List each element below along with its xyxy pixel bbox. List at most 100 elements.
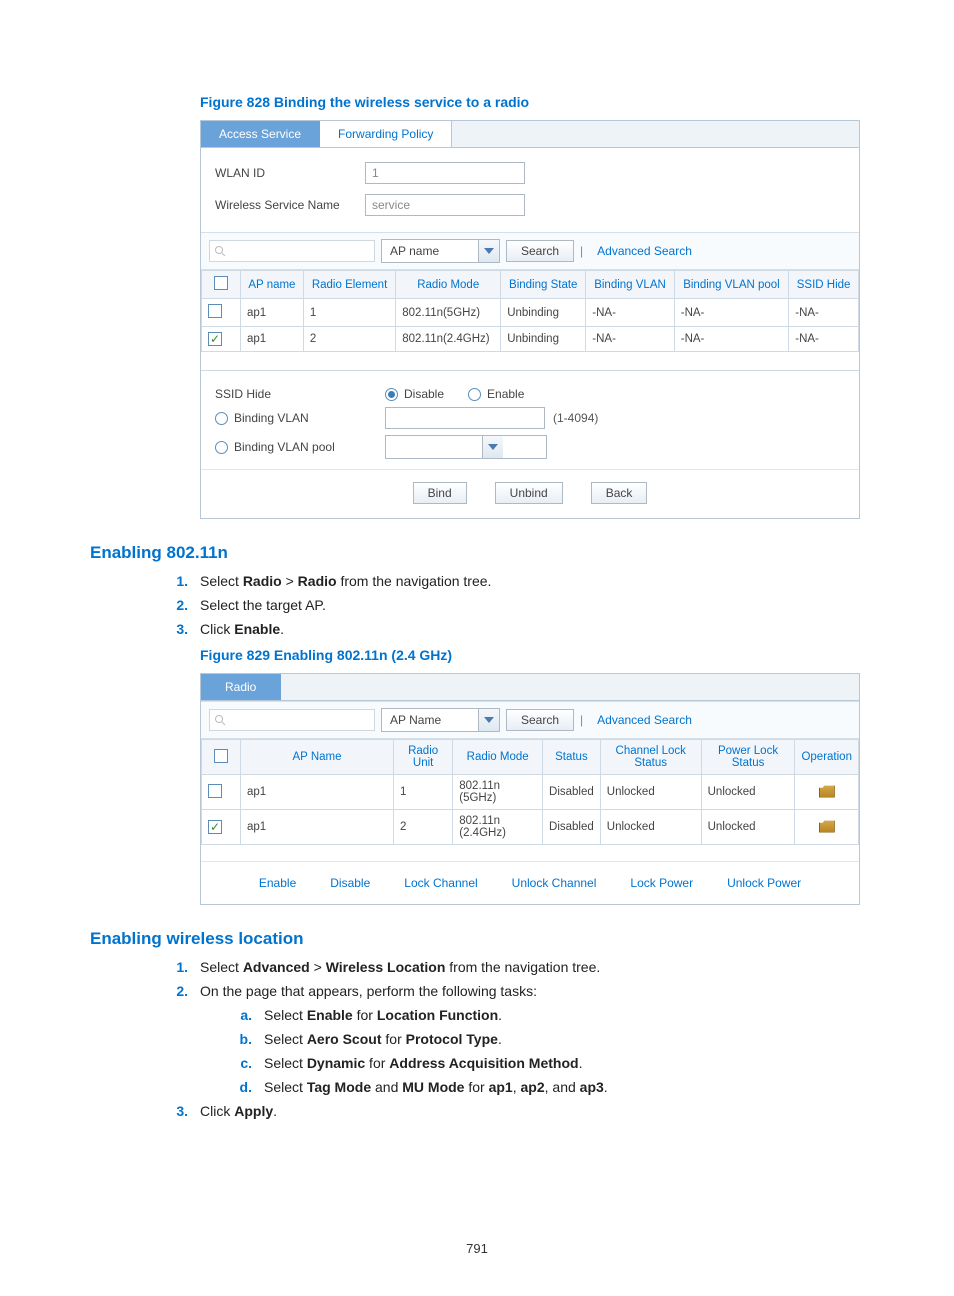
binding-table: AP name Radio Element Radio Mode Binding… <box>201 270 859 352</box>
cell: 802.11n (2.4GHz) <box>453 810 543 845</box>
table-row: ap1 2 802.11n(2.4GHz) Unbinding -NA- -NA… <box>202 327 859 352</box>
back-button[interactable]: Back <box>591 482 648 504</box>
wireless-location-subtasks: a. Select Enable for Location Function. … <box>230 1007 864 1095</box>
th-binding-vlan-pool: Binding VLAN pool <box>674 271 789 299</box>
unlock-channel-link[interactable]: Unlock Channel <box>512 876 597 890</box>
ssid-hide-enable-label: Enable <box>487 387 524 401</box>
dropdown-label: AP Name <box>382 713 478 727</box>
th-ssid-hide: SSID Hide <box>789 271 859 299</box>
unbind-button[interactable]: Unbind <box>495 482 563 504</box>
tab-row: Radio <box>201 674 859 701</box>
dropdown-label: AP name <box>382 244 478 258</box>
cell: Disabled <box>543 810 601 845</box>
row-checkbox[interactable] <box>208 332 222 346</box>
advanced-search-link[interactable]: Advanced Search <box>597 244 692 258</box>
ssid-hide-enable-radio[interactable] <box>468 388 481 401</box>
cell: Unbinding <box>501 327 586 352</box>
cell: 802.11n (5GHz) <box>453 775 543 810</box>
lock-power-link[interactable]: Lock Power <box>630 876 693 890</box>
heading-enabling-80211n: Enabling 802.11n <box>90 543 864 563</box>
row-checkbox[interactable] <box>208 820 222 834</box>
th-status: Status <box>543 740 601 775</box>
figure-829-caption: Figure 829 Enabling 802.11n (2.4 GHz) <box>200 647 864 663</box>
row-checkbox[interactable] <box>208 304 222 318</box>
lock-channel-link[interactable]: Lock Channel <box>404 876 477 890</box>
th-operation: Operation <box>795 740 859 775</box>
cell: -NA- <box>674 327 789 352</box>
disable-link[interactable]: Disable <box>330 876 370 890</box>
cell: -NA- <box>586 327 674 352</box>
cell: ap1 <box>241 775 394 810</box>
select-all-checkbox[interactable] <box>214 276 228 290</box>
search-field-dropdown[interactable]: AP name <box>381 239 500 263</box>
binding-vlan-pool-label: Binding VLAN pool <box>234 440 335 454</box>
binding-vlan-pool-radio[interactable] <box>215 441 228 454</box>
wireless-location-steps: 1. Select Advanced > Wireless Location f… <box>160 959 864 999</box>
tab-row: Access Service Forwarding Policy <box>201 121 859 148</box>
binding-vlan-input[interactable] <box>385 407 545 429</box>
cell: 1 <box>303 299 395 327</box>
wlan-id-label: WLAN ID <box>215 166 365 180</box>
cell: Unbinding <box>501 299 586 327</box>
chevron-down-icon <box>478 709 499 731</box>
search-button[interactable]: Search <box>506 240 574 262</box>
cell: ap1 <box>241 299 304 327</box>
cell: -NA- <box>789 299 859 327</box>
search-field-dropdown[interactable]: AP Name <box>381 708 500 732</box>
cell: Unlocked <box>600 810 701 845</box>
figure-829-panel: Radio AP Name Search | Advanced Search A… <box>200 673 860 905</box>
tab-access-service[interactable]: Access Service <box>201 121 320 147</box>
cell: 1 <box>394 775 453 810</box>
th-radio-mode: Radio Mode <box>396 271 501 299</box>
search-icon <box>209 709 375 731</box>
chevron-down-icon <box>482 436 503 458</box>
tab-radio[interactable]: Radio <box>201 674 281 700</box>
figure-828-caption: Figure 828 Binding the wireless service … <box>200 94 864 110</box>
search-icon <box>209 240 375 262</box>
th-ap-name: AP name <box>241 271 304 299</box>
unlock-power-link[interactable]: Unlock Power <box>727 876 801 890</box>
table-row: ap1 1 802.11n (5GHz) Disabled Unlocked U… <box>202 775 859 810</box>
cell: ap1 <box>241 327 304 352</box>
bind-button[interactable]: Bind <box>413 482 467 504</box>
chevron-down-icon <box>478 240 499 262</box>
operation-icon[interactable] <box>819 784 835 798</box>
row-checkbox[interactable] <box>208 784 222 798</box>
table-row: ap1 2 802.11n (2.4GHz) Disabled Unlocked… <box>202 810 859 845</box>
binding-vlan-label: Binding VLAN <box>234 411 309 425</box>
cell: 2 <box>303 327 395 352</box>
radio-actions: Enable Disable Lock Channel Unlock Chann… <box>201 861 859 904</box>
wlan-id-input[interactable] <box>365 162 525 184</box>
service-name-input[interactable] <box>365 194 525 216</box>
page-number: 791 <box>0 1241 954 1256</box>
tab-forwarding-policy[interactable]: Forwarding Policy <box>320 121 452 147</box>
cell: Disabled <box>543 775 601 810</box>
service-name-label: Wireless Service Name <box>215 198 365 212</box>
binding-vlan-pool-dropdown[interactable] <box>385 435 547 459</box>
th-radio-element: Radio Element <box>303 271 395 299</box>
cell: ap1 <box>241 810 394 845</box>
options-block: SSID Hide Disable Enable Binding VLAN (1… <box>201 370 859 469</box>
figure-828-panel: Access Service Forwarding Policy WLAN ID… <box>200 120 860 519</box>
search-row-829: AP Name Search | Advanced Search <box>201 701 859 739</box>
advanced-search-link[interactable]: Advanced Search <box>597 713 692 727</box>
cell: Unlocked <box>701 775 795 810</box>
heading-wireless-location: Enabling wireless location <box>90 929 864 949</box>
cell: 802.11n(5GHz) <box>396 299 501 327</box>
th-channel-lock: Channel Lock Status <box>600 740 701 775</box>
th-radio-unit: Radio Unit <box>394 740 453 775</box>
action-row: Bind Unbind Back <box>201 469 859 518</box>
ssid-hide-disable-radio[interactable] <box>385 388 398 401</box>
cell: -NA- <box>789 327 859 352</box>
search-button[interactable]: Search <box>506 709 574 731</box>
th-binding-state: Binding State <box>501 271 586 299</box>
cell: Unlocked <box>701 810 795 845</box>
binding-vlan-radio[interactable] <box>215 412 228 425</box>
wireless-location-steps-cont: 3. Click Apply. <box>160 1103 864 1119</box>
cell: Unlocked <box>600 775 701 810</box>
enable-link[interactable]: Enable <box>259 876 296 890</box>
operation-icon[interactable] <box>819 819 835 833</box>
select-all-checkbox[interactable] <box>214 749 228 763</box>
th-binding-vlan: Binding VLAN <box>586 271 674 299</box>
th-ap-name: AP Name <box>241 740 394 775</box>
